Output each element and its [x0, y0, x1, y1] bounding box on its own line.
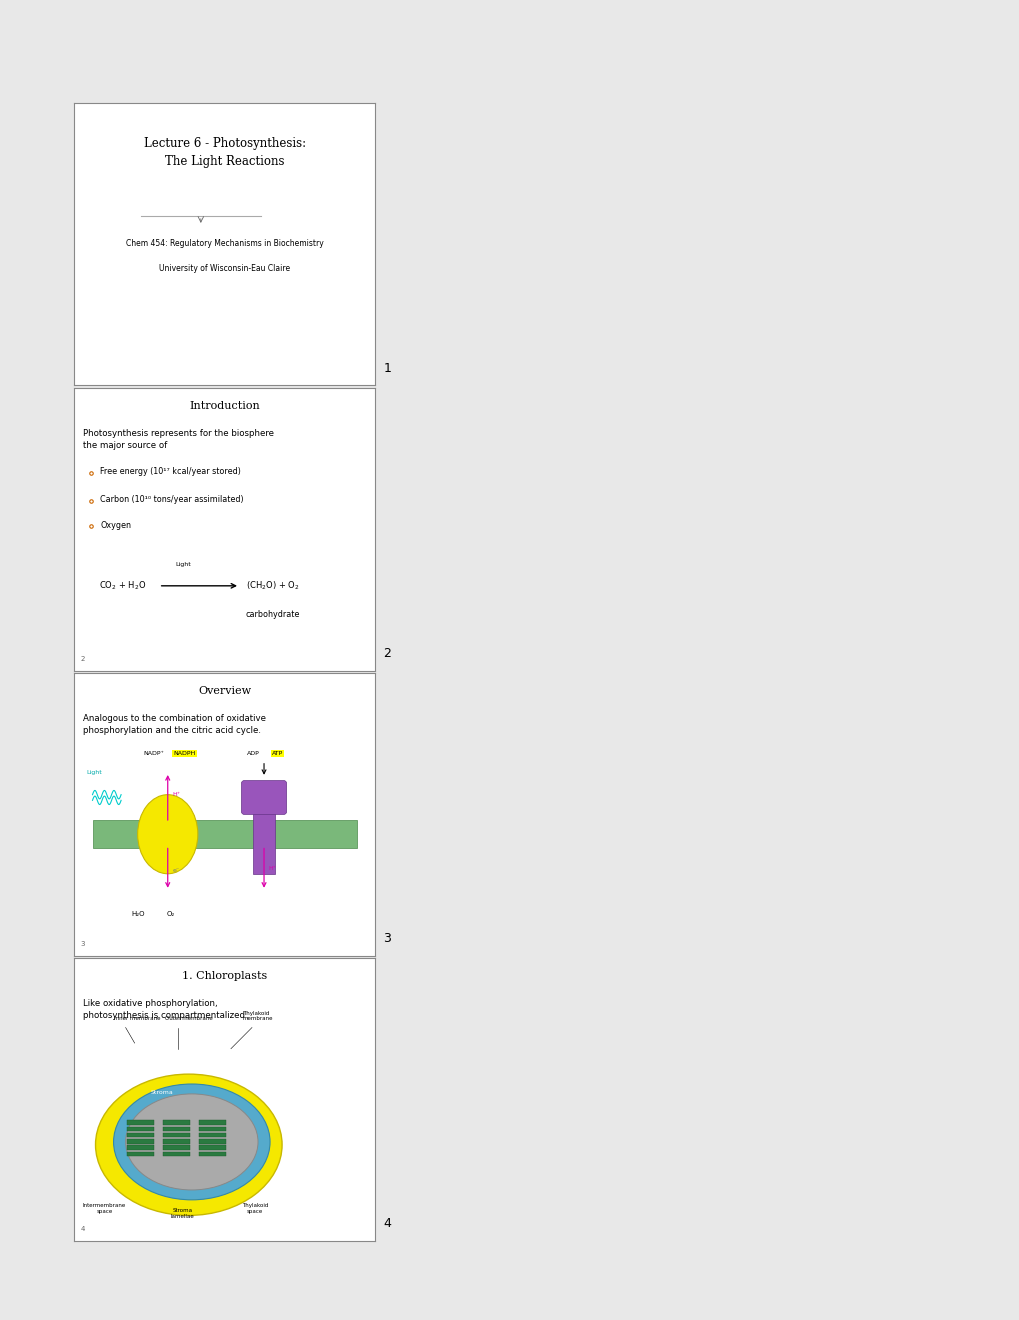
- Text: Like oxidative phosphorylation,
photosynthesis is compartmentalized: Like oxidative phosphorylation, photosyn…: [84, 999, 246, 1020]
- Text: CO$_2$ + H$_2$O: CO$_2$ + H$_2$O: [99, 579, 146, 593]
- Text: 4: 4: [81, 1226, 85, 1233]
- Ellipse shape: [138, 795, 198, 874]
- Text: Chem 454: Regulatory Mechanisms in Biochemistry: Chem 454: Regulatory Mechanisms in Bioch…: [126, 239, 323, 248]
- Text: H₂O: H₂O: [130, 911, 145, 917]
- Text: Overview: Overview: [198, 686, 252, 696]
- Text: Carbon (10¹⁰ tons/year assimilated): Carbon (10¹⁰ tons/year assimilated): [100, 495, 244, 504]
- Bar: [254, 795, 274, 874]
- Bar: [127, 1133, 154, 1138]
- Bar: [163, 1121, 191, 1125]
- Text: Thylakoid
membrane: Thylakoid membrane: [243, 1011, 273, 1022]
- Bar: [163, 1151, 191, 1156]
- Ellipse shape: [96, 1074, 282, 1216]
- Text: Introduction: Introduction: [190, 401, 260, 411]
- Bar: [199, 1139, 226, 1143]
- Text: Free energy (10¹⁷ kcal/year stored): Free energy (10¹⁷ kcal/year stored): [100, 467, 240, 477]
- Text: 1: 1: [383, 362, 391, 375]
- Text: O₂: O₂: [166, 911, 174, 917]
- Bar: [127, 1127, 154, 1131]
- Ellipse shape: [113, 1084, 270, 1200]
- Text: University of Wisconsin-Eau Claire: University of Wisconsin-Eau Claire: [159, 264, 290, 273]
- Text: Light: Light: [87, 770, 102, 775]
- Text: e⁻: e⁻: [172, 869, 179, 874]
- FancyBboxPatch shape: [242, 780, 286, 814]
- Bar: [163, 1133, 191, 1138]
- Bar: [199, 1151, 226, 1156]
- Bar: [93, 820, 357, 849]
- Text: carbohydrate: carbohydrate: [246, 610, 300, 619]
- Text: (CH$_2$O) + O$_2$: (CH$_2$O) + O$_2$: [246, 579, 300, 593]
- Text: H⁺: H⁺: [268, 866, 276, 871]
- Text: Analogous to the combination of oxidative
phosphorylation and the citric acid cy: Analogous to the combination of oxidativ…: [84, 714, 266, 735]
- Bar: [199, 1127, 226, 1131]
- Bar: [163, 1139, 191, 1143]
- Bar: [199, 1121, 226, 1125]
- Text: Photosynthesis represents for the biosphere
the major source of: Photosynthesis represents for the biosph…: [84, 429, 274, 450]
- Text: Inner membrane: Inner membrane: [113, 1016, 160, 1022]
- Text: Outer membrane: Outer membrane: [165, 1016, 212, 1022]
- Bar: [163, 1127, 191, 1131]
- Bar: [127, 1146, 154, 1150]
- Ellipse shape: [125, 1094, 258, 1189]
- Text: 4: 4: [383, 1217, 391, 1230]
- Text: 2: 2: [81, 656, 85, 663]
- Text: Stroma
lamellae: Stroma lamellae: [171, 1208, 195, 1220]
- Text: 3: 3: [383, 932, 391, 945]
- Text: ATP: ATP: [272, 751, 283, 756]
- Text: Intermembrane
space: Intermembrane space: [83, 1203, 126, 1213]
- Text: Oxygen: Oxygen: [100, 520, 130, 529]
- Text: ADP: ADP: [247, 751, 260, 756]
- Text: Lecture 6 - Photosynthesis:
The Light Reactions: Lecture 6 - Photosynthesis: The Light Re…: [144, 137, 306, 168]
- Text: H⁺: H⁺: [172, 792, 180, 797]
- Text: Stroma: Stroma: [150, 1090, 173, 1094]
- Bar: [199, 1146, 226, 1150]
- Bar: [163, 1146, 191, 1150]
- Bar: [127, 1139, 154, 1143]
- Bar: [199, 1133, 226, 1138]
- Text: 2: 2: [383, 647, 391, 660]
- Text: 3: 3: [81, 941, 85, 948]
- Bar: [127, 1151, 154, 1156]
- Text: Thylakoid
space: Thylakoid space: [242, 1203, 268, 1213]
- Text: NADPH: NADPH: [173, 751, 196, 756]
- Text: Light: Light: [174, 562, 191, 568]
- Text: 1. Chloroplasts: 1. Chloroplasts: [182, 972, 267, 981]
- Text: NADP⁺: NADP⁺: [144, 751, 164, 756]
- Bar: [127, 1121, 154, 1125]
